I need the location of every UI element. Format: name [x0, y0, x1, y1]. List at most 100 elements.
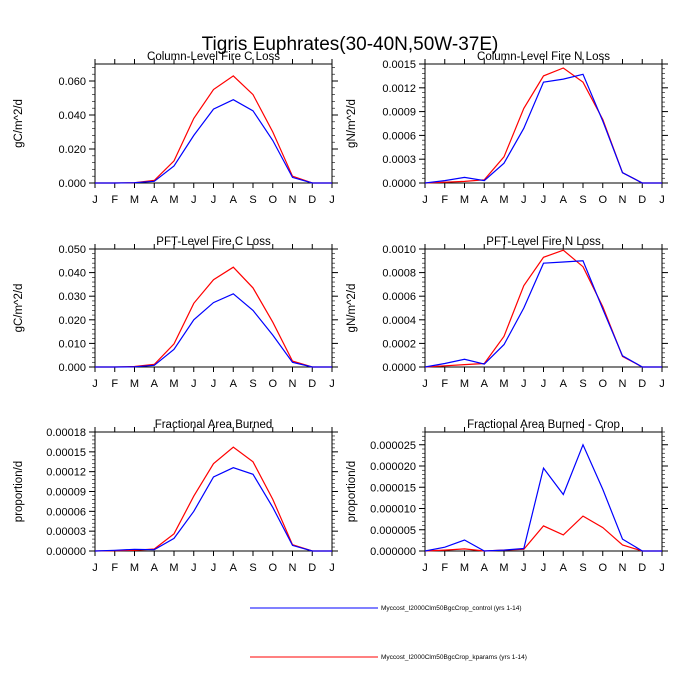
series-control-line — [95, 293, 332, 368]
series-control-line — [424, 443, 662, 552]
y-tick-label: 0.030 — [58, 291, 86, 303]
y-tick-label: 0.0003 — [382, 154, 416, 166]
y-tick-label: 0.000025 — [370, 440, 416, 452]
plot-frame — [424, 431, 663, 552]
x-tick-label: A — [481, 562, 489, 574]
x-tick-label: J — [329, 194, 335, 206]
y-tick-label: 0.00009 — [46, 487, 86, 499]
x-tick-label: O — [268, 562, 277, 574]
x-tick-label: M — [169, 562, 178, 574]
series-kparams-line — [424, 249, 662, 368]
series-kparams-line — [94, 446, 332, 552]
legend-label-kparams: Myccost_I2000Clm50BgcCrop_kparams (yrs 1… — [381, 654, 527, 661]
x-tick-label: N — [619, 378, 627, 390]
x-tick-label: O — [598, 194, 607, 206]
x-tick-label: O — [268, 194, 277, 206]
x-tick-label: A — [230, 562, 238, 574]
y-axis-label: gC/m^2/d — [13, 99, 25, 148]
panel-title: PFT-Level Fire C Loss — [156, 236, 271, 248]
x-tick-label: J — [659, 378, 665, 390]
x-tick-label: M — [169, 378, 178, 390]
x-tick-label: J — [422, 194, 428, 206]
x-tick-label: J — [521, 562, 527, 574]
y-tick-label: 0.000000 — [370, 546, 416, 558]
x-tick-label: F — [111, 194, 118, 206]
series-control-line — [94, 467, 332, 552]
x-tick-label: N — [289, 194, 297, 206]
y-tick-label: 0.040 — [58, 110, 86, 122]
panel-title: Fractional Area Burned — [155, 419, 273, 431]
x-tick-label: O — [598, 378, 607, 390]
y-tick-label: 0.050 — [58, 244, 86, 256]
x-tick-label: A — [560, 378, 568, 390]
y-tick-label: 0.00018 — [46, 427, 86, 439]
panel-title: Column-Level Fire N Loss — [477, 51, 610, 63]
panel-title: PFT-Level Fire N Loss — [486, 236, 601, 248]
series-control-line — [424, 260, 662, 368]
x-tick-label: J — [422, 562, 428, 574]
x-tick-label: J — [541, 562, 547, 574]
x-tick-label: A — [151, 562, 159, 574]
x-tick-label: S — [249, 562, 256, 574]
y-tick-label: 0.00000 — [46, 546, 86, 558]
x-tick-label: J — [329, 562, 335, 574]
y-tick-label: 0.040 — [58, 268, 86, 280]
y-tick-label: 0.000020 — [370, 461, 416, 473]
y-tick-label: 0.00012 — [46, 467, 86, 479]
x-tick-label: S — [579, 562, 586, 574]
x-tick-label: J — [329, 378, 335, 390]
panel-title: Column-Level Fire C Loss — [147, 51, 280, 63]
x-tick-label: A — [481, 378, 489, 390]
series-control-line — [424, 73, 662, 184]
x-tick-label: M — [130, 562, 139, 574]
x-tick-label: J — [521, 194, 527, 206]
plot-frame — [94, 63, 333, 184]
x-tick-label: N — [619, 562, 627, 574]
x-tick-label: N — [289, 562, 297, 574]
x-tick-label: A — [481, 194, 489, 206]
x-tick-label: A — [230, 194, 238, 206]
x-tick-label: F — [111, 378, 118, 390]
y-tick-label: 0.0004 — [382, 315, 416, 327]
y-axis-label: proportion/d — [346, 461, 358, 522]
y-tick-label: 0.0006 — [382, 291, 416, 303]
y-axis-label: proportion/d — [13, 461, 25, 522]
x-tick-label: S — [249, 378, 256, 390]
y-tick-label: 0.00003 — [46, 526, 86, 538]
x-tick-label: M — [130, 378, 139, 390]
panel-title: Fractional Area Burned - Crop — [467, 419, 620, 431]
y-tick-label: 0.000 — [58, 362, 86, 374]
y-tick-label: 0.0010 — [382, 244, 416, 256]
x-tick-label: A — [151, 378, 159, 390]
figure-title: Tigris Euphrates(30-40N,50W-37E) — [202, 34, 499, 55]
x-tick-label: J — [191, 562, 197, 574]
x-tick-label: J — [92, 378, 98, 390]
x-tick-label: S — [579, 194, 586, 206]
x-tick-label: A — [560, 194, 568, 206]
x-tick-label: M — [169, 194, 178, 206]
y-tick-label: 0.0015 — [382, 59, 416, 71]
x-tick-label: D — [638, 194, 646, 206]
x-tick-label: N — [289, 378, 297, 390]
plot-frame — [94, 431, 333, 552]
x-tick-label: J — [191, 378, 197, 390]
x-tick-label: J — [541, 378, 547, 390]
series-kparams-line — [95, 266, 332, 368]
plot-frame — [94, 248, 333, 368]
series-kparams-line — [424, 67, 662, 184]
x-tick-label: J — [191, 194, 197, 206]
y-tick-label: 0.000015 — [370, 482, 416, 494]
y-tick-label: 0.000 — [58, 178, 86, 190]
x-tick-label: O — [598, 562, 607, 574]
x-tick-label: J — [659, 194, 665, 206]
y-tick-label: 0.010 — [58, 338, 86, 350]
y-tick-label: 0.00006 — [46, 506, 86, 518]
legend-label-control: Myccost_I2000Clm50BgcCrop_control (yrs 1… — [381, 605, 522, 612]
x-tick-label: M — [499, 378, 508, 390]
y-tick-label: 0.0002 — [382, 338, 416, 350]
x-tick-label: J — [541, 194, 547, 206]
